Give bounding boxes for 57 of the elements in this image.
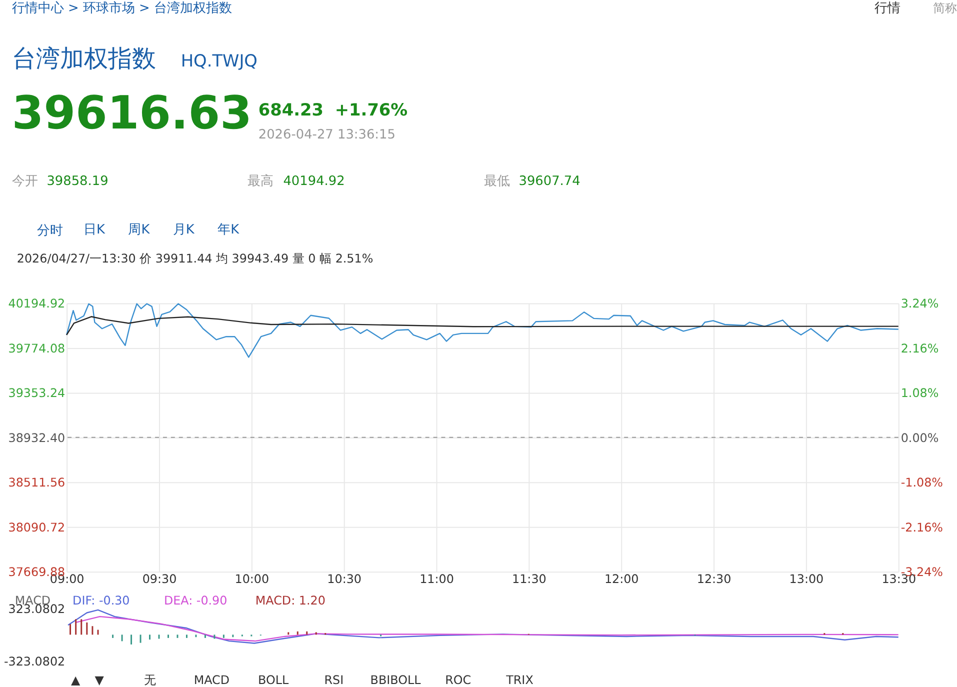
x-tick-label: 10:30 xyxy=(327,572,362,586)
text: 简称 xyxy=(933,1,957,16)
y-tick-label: 40194.92 xyxy=(8,296,66,311)
text: ROC xyxy=(445,672,472,687)
y2-tick-label: 0.00% xyxy=(900,430,939,445)
text: MACD xyxy=(194,672,230,687)
line-series xyxy=(66,316,899,336)
x-tick-label: 11:00 xyxy=(420,572,454,586)
chart-subtitle: HQ.TWJQ xyxy=(180,50,258,71)
text: BBIBOLL xyxy=(370,672,422,687)
x-tick-label: 11:30 xyxy=(512,572,546,586)
text: 无 xyxy=(144,672,156,687)
text: 684.23 xyxy=(258,99,324,120)
text: 月K xyxy=(172,222,195,238)
y2-tick-label: 3.24% xyxy=(900,296,939,311)
x-tick-label: 09:30 xyxy=(142,572,177,586)
text: BOLL xyxy=(258,672,289,687)
text: ▲ xyxy=(70,672,81,687)
text: MACD: 1.20 xyxy=(255,593,326,608)
text: 今开 xyxy=(12,174,38,189)
text: 周K xyxy=(128,222,150,238)
y-tick-label: 39774.08 xyxy=(8,341,66,356)
x-tick-label: 10:00 xyxy=(234,572,270,586)
text: 行情中心 > 环球市场 > 台湾加权指数 xyxy=(12,0,232,16)
y-tick-label: 38511.56 xyxy=(8,476,66,490)
x-tick-label: 12:30 xyxy=(696,572,732,586)
y2-tick-label: 1.08% xyxy=(900,386,939,400)
text: 2026/04/27/一13:30 价 39911.44 均 39943.49 量 0 幅 2.51% xyxy=(16,252,374,266)
text: 40194.92 xyxy=(283,174,345,189)
y-tick-label: 38932.40 xyxy=(8,430,66,445)
text: 39858.19 xyxy=(46,174,108,189)
chart-title: 台湾加权指数 xyxy=(12,44,156,73)
text: 分时 xyxy=(36,224,63,239)
line-series xyxy=(75,616,899,642)
series-label: DIF: -0.30 xyxy=(72,593,130,608)
y2-tick-label: 2.16% xyxy=(900,341,939,356)
text: +1.76% xyxy=(334,99,408,120)
y-tick-label: 39353.24 xyxy=(8,386,66,400)
y-tick-label: -323.0802 xyxy=(4,654,66,668)
text: 2026-04-27 13:36:15 xyxy=(258,127,396,142)
y2-tick-label: -1.08% xyxy=(900,476,943,490)
text: 行情 xyxy=(874,1,901,16)
text: TRIX xyxy=(505,672,534,687)
series-label: DEA: -0.90 xyxy=(164,593,228,608)
text: 39616.63 xyxy=(12,86,252,140)
text: RSI xyxy=(324,672,344,687)
line-series xyxy=(67,609,899,644)
y2-tick-label: -2.16% xyxy=(900,520,943,534)
text: 最低 xyxy=(484,174,510,189)
text: ▼ xyxy=(94,672,105,687)
text: 最高 xyxy=(247,172,274,189)
text: 日K xyxy=(83,222,106,238)
text: 39607.74 xyxy=(518,174,580,189)
x-tick-label: 13:00 xyxy=(789,572,824,586)
x-tick-label: 12:00 xyxy=(604,572,639,586)
text: 年K xyxy=(218,222,240,238)
y-tick-label: 38090.72 xyxy=(8,520,66,534)
